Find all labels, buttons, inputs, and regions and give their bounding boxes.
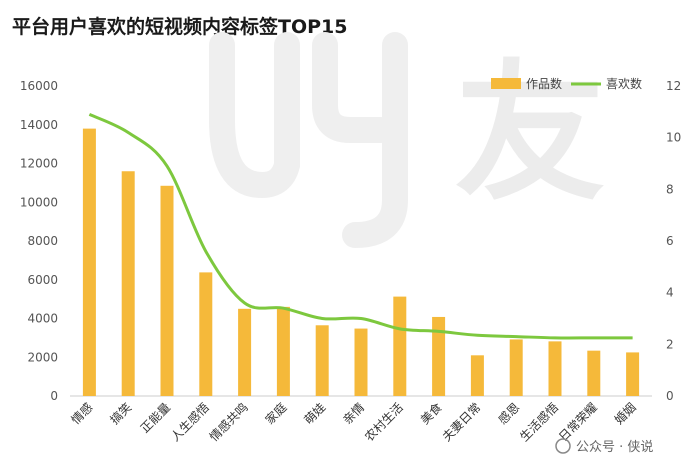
- y-left-tick-label: 4000: [27, 312, 58, 326]
- bar-农村生活: [393, 296, 407, 396]
- y-left-tick-label: 10000: [20, 195, 58, 209]
- y-right-tick-label: 12: [666, 79, 681, 93]
- bar-亲情: [354, 328, 368, 396]
- watermark-logo-text: 友: [455, 47, 605, 221]
- y-right-tick-label: 2: [666, 337, 674, 351]
- x-category-label: 夫妻日常: [440, 400, 484, 444]
- y-right-tick-label: 6: [666, 234, 674, 248]
- bar-搞笑: [121, 171, 135, 396]
- y-left-tick-label: 0: [50, 389, 58, 403]
- y-left-tick-label: 16000: [20, 79, 58, 93]
- y-right-tick-label: 8: [666, 182, 674, 196]
- watermark-credit: 公众号 · 侠说: [576, 440, 653, 455]
- watermark-logo-shape: [209, 32, 300, 199]
- x-category-label: 生活感悟: [517, 400, 562, 445]
- x-category-label: 人生感悟: [167, 400, 212, 445]
- bar-情感共鸣: [238, 308, 252, 396]
- x-category-label: 家庭: [262, 400, 290, 428]
- x-category-label: 情感: [68, 400, 96, 428]
- bar-情感: [82, 128, 96, 396]
- y-left-tick-label: 6000: [27, 273, 58, 287]
- legend-swatch-bars: [491, 78, 521, 89]
- chart-title: 平台用户喜欢的短视频内容标签TOP15: [12, 16, 348, 38]
- legend-label-line: 喜欢数: [606, 76, 642, 91]
- x-category-label: 感恩: [495, 400, 523, 428]
- bar-日常荣耀: [587, 350, 601, 396]
- y-left-tick-label: 2000: [27, 350, 58, 364]
- x-category-label: 农村生活: [362, 400, 406, 444]
- y-right-tick-label: 0: [666, 389, 674, 403]
- wechat-icon: [555, 438, 571, 454]
- bar-萌娃: [315, 325, 329, 396]
- bar-人生感悟: [199, 272, 213, 396]
- x-category-label: 正能量: [138, 400, 173, 435]
- y-right-tick-label: 4: [666, 286, 674, 300]
- x-category-label: 萌娃: [301, 400, 328, 427]
- y-left-tick-label: 12000: [20, 157, 58, 171]
- x-category-label: 亲情: [340, 400, 367, 427]
- legend-label-bars: 作品数: [526, 76, 562, 91]
- x-category-label: 搞笑: [107, 400, 135, 428]
- x-category-label: 日常荣耀: [556, 400, 600, 444]
- y-right-tick-label: 10: [666, 131, 681, 145]
- y-left-tick-label: 8000: [27, 234, 58, 248]
- x-category-label: 婚姻: [611, 400, 639, 428]
- x-category-label: 美食: [417, 400, 445, 428]
- line-series-喜欢数: [88, 113, 633, 340]
- bar-美食: [432, 316, 446, 396]
- bar-婚姻: [626, 352, 640, 396]
- bar-夫妻日常: [470, 355, 484, 396]
- bar-家庭: [276, 306, 290, 396]
- bar-生活感悟: [548, 341, 562, 396]
- y-left-tick-label: 14000: [20, 118, 58, 132]
- watermark-logo-shape: [312, 32, 408, 248]
- bar-正能量: [160, 185, 174, 396]
- x-category-label: 情感共鸣: [206, 400, 251, 445]
- bar-感恩: [509, 339, 523, 396]
